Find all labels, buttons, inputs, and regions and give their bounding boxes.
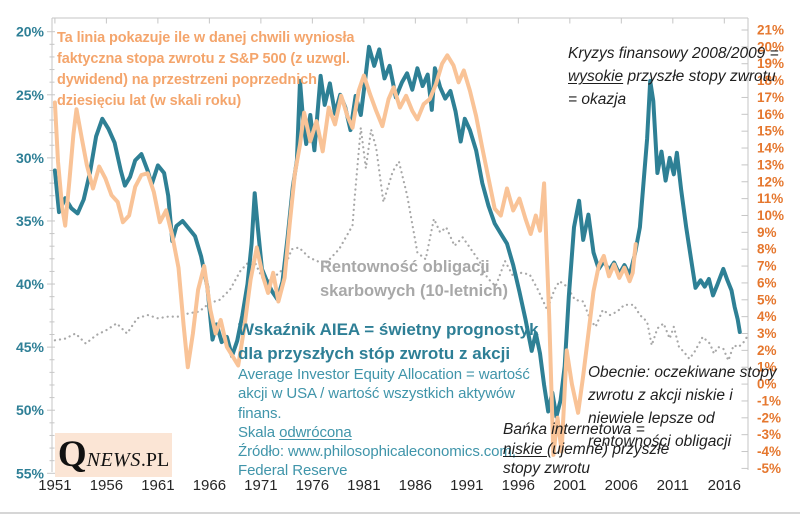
underlined-word: niskie	[503, 440, 547, 458]
right-axis-label: 4%	[757, 309, 777, 324]
logo-news-text: NEWS	[86, 449, 141, 471]
right-axis-label: 16%	[757, 107, 784, 122]
right-axis-label: 21%	[757, 23, 784, 38]
label-bond-yield-series: Rentowność obligacji skarbowych (10-letn…	[320, 255, 508, 303]
x-axis-label: 2016	[708, 477, 741, 494]
annotation-text: (ujemne) przyszłe	[546, 440, 670, 458]
annotation-line: zwrotu z akcji niskie i	[588, 387, 733, 404]
annotation-line: dywidend) na przestrzeni poprzednich	[57, 72, 317, 88]
right-axis-label: 12%	[757, 174, 784, 189]
x-axis-label: 1986	[399, 477, 432, 494]
left-axis-label: 50%	[16, 402, 45, 418]
right-axis-label: -3%	[757, 427, 781, 442]
x-axis-label: 1981	[347, 477, 380, 494]
annotation-line: niewiele lepsze od	[588, 410, 715, 427]
annotation-line: Bańka internetowa =	[503, 421, 645, 438]
sp500-return-line	[52, 53, 638, 457]
right-axis-label: 18%	[757, 73, 784, 88]
aiea-title-line: Wskaźnik AIEA = świetny prognostyk	[238, 320, 539, 339]
left-axis-label: 55%	[16, 465, 45, 481]
right-axis-label: 20%	[757, 39, 784, 54]
right-axis-label: 17%	[757, 90, 784, 105]
annotation-dotcom-bubble: Bańka internetowa = niskie (ujemne) przy…	[503, 420, 669, 479]
left-axis-label: 25%	[16, 87, 45, 103]
annotation-financial-crisis: Kryzys finansowy 2008/2009 = wysokie prz…	[568, 42, 779, 111]
annotation-line: faktyczna stopa zwrotu z S&P 500 (z uzwg…	[57, 51, 350, 67]
annotation-line: wysokie przyszłe stopy zwrotu	[568, 65, 779, 88]
x-axis-label: 1991	[450, 477, 483, 494]
right-axis-label: 15%	[757, 124, 784, 139]
annotation-text: przyszłe stopy zwrotu	[623, 68, 776, 85]
x-axis-label: 1996	[502, 477, 535, 494]
right-axis-label: 5%	[757, 292, 777, 307]
underlined-word: odwrócona	[279, 423, 352, 441]
aiea-desc-line: akcji w USA / wartość wszystkich aktywów	[238, 385, 515, 403]
aiea-scale-line: Skala odwrócona	[238, 423, 539, 442]
x-axis-label: 1961	[141, 477, 174, 494]
right-axis-label: 14%	[757, 141, 784, 156]
annotation-line: dziesięciu lat (w skali roku)	[57, 93, 242, 109]
aiea-line	[52, 44, 742, 419]
right-axis-label: 2%	[757, 343, 777, 358]
logo-letter-q: Q	[57, 434, 87, 475]
x-axis-label: 1956	[90, 477, 123, 494]
right-axis-label: 13%	[757, 157, 784, 172]
annotation-current-outlook: Obecnie: oczekiwane stopy zwrotu z akcji…	[588, 361, 777, 453]
annotation-line: stopy zwrotu	[503, 460, 591, 477]
annotation-line: Kryzys finansowy 2008/2009 =	[568, 45, 779, 62]
qnews-logo: Q NEWS .PL	[55, 433, 172, 477]
aiea-title-line: dla przyszłych stóp zwrotu z akcji	[238, 343, 511, 363]
right-axis-label: 8%	[757, 242, 777, 257]
annotation-line: Obecnie: oczekiwane stopy	[588, 364, 777, 381]
x-axis-label: 2006	[605, 477, 638, 494]
right-axis-label: -5%	[757, 461, 781, 476]
left-axis-label: 35%	[16, 213, 45, 229]
x-axis-label: 1951	[38, 477, 71, 494]
annotation-line: rentowności obligacji	[588, 433, 732, 450]
right-axis-label: 0%	[757, 377, 777, 392]
annotation-line: = okazja	[568, 91, 627, 108]
scale-text: Skala	[238, 423, 280, 441]
aiea-desc-line: finans.	[238, 404, 282, 422]
left-axis-label: 45%	[16, 339, 45, 355]
right-axis-label: -1%	[757, 393, 781, 408]
annotation-sp500-return: Ta linia pokazuje ile w danej chwili wyn…	[57, 28, 355, 112]
right-axis-label: 1%	[757, 360, 777, 375]
underlined-word: wysokie	[568, 68, 624, 85]
x-axis-label: 2011	[657, 477, 689, 494]
label-line: skarbowych (10-letnich)	[320, 282, 508, 300]
left-axis-label: 20%	[16, 24, 45, 40]
bond-yield-line	[53, 126, 749, 362]
aiea-desc-line: Average Investor Equity Allocation = war…	[238, 366, 530, 383]
right-axis-label: 7%	[757, 259, 777, 274]
source-line: Federal Reserve	[238, 462, 348, 480]
right-axis-label: 19%	[757, 56, 784, 71]
label-line: Rentowność obligacji	[320, 258, 490, 276]
annotation-line: Ta linia pokazuje ile w danej chwili wyn…	[57, 30, 355, 46]
x-axis-label: 1966	[193, 477, 226, 494]
right-axis-label: -2%	[757, 410, 781, 425]
annotation-line: niskie (ujemne) przyszłe	[503, 440, 669, 460]
x-axis-label: 2001	[553, 477, 586, 494]
left-axis-label: 30%	[16, 150, 45, 166]
right-axis-label: 6%	[757, 275, 777, 290]
right-axis-label: 9%	[757, 225, 777, 240]
right-axis-label: -4%	[757, 444, 781, 459]
aiea-description-block: Wskaźnik AIEA = świetny prognostyk dla p…	[238, 318, 539, 481]
right-axis-label: 3%	[757, 326, 777, 341]
x-axis-label: 1971	[244, 477, 277, 494]
logo-pl-text: .PL	[140, 449, 170, 471]
right-axis-label: 11%	[757, 191, 783, 206]
right-axis-label: 10%	[757, 208, 784, 223]
source-line: Źródło: www.philosophicaleconomics.com,	[238, 443, 516, 461]
x-axis-label: 1976	[296, 477, 329, 494]
left-axis-label: 40%	[16, 276, 45, 292]
